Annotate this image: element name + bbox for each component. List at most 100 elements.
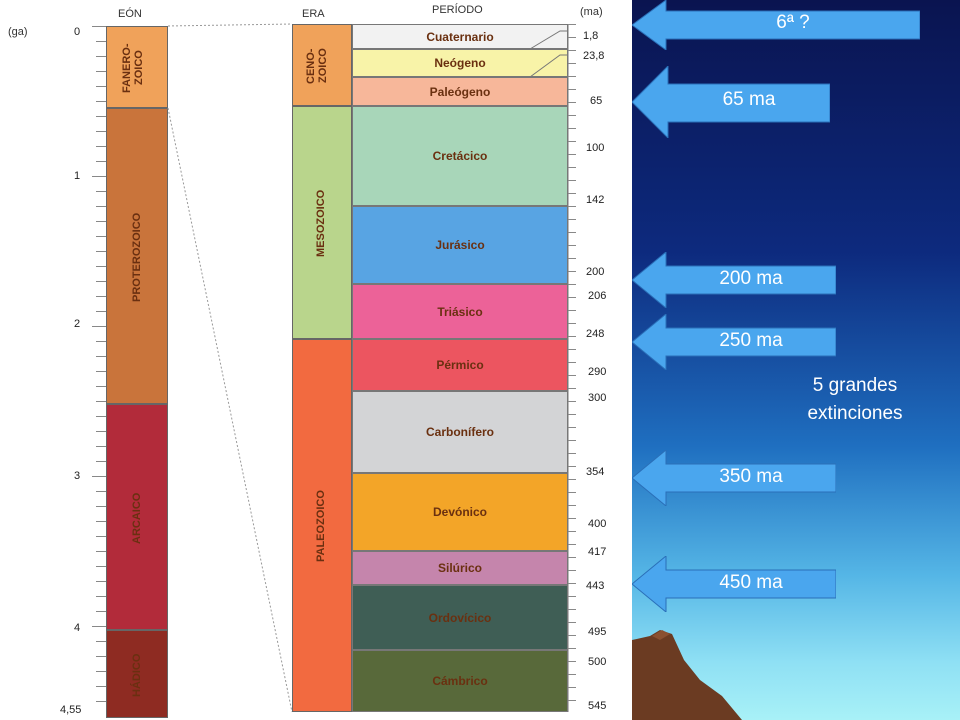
ma-tick	[568, 167, 576, 168]
ma-tick	[568, 245, 576, 246]
ga-tick	[92, 26, 106, 27]
ga-tick	[96, 701, 106, 702]
ga-tick	[96, 236, 106, 237]
ma-tick	[568, 622, 576, 623]
extinction-arrow: 450 ma	[631, 554, 837, 614]
era-mesozoico: MESOZOICO	[292, 106, 352, 339]
ma-tick	[568, 570, 576, 571]
ma-tick-label: 417	[588, 546, 607, 558]
period-silurico: Silúrico	[352, 551, 568, 585]
ma-tick	[568, 349, 576, 350]
ga-tick	[96, 446, 106, 447]
ma-tick-label: 500	[588, 656, 607, 668]
extinction-arrow: 350 ma	[631, 448, 837, 508]
extinction-label: 65 ma	[722, 89, 776, 110]
ma-tick	[568, 427, 576, 428]
ma-tick-label: 495	[588, 626, 607, 638]
eon-hadico: HÁDICO	[106, 630, 168, 718]
ga-tick	[96, 386, 106, 387]
ga-tick	[92, 476, 106, 477]
ma-tick	[568, 37, 576, 38]
ga-tick	[96, 371, 106, 372]
ma-tick	[568, 206, 576, 207]
ma-tick-label: 142	[586, 194, 605, 206]
ga-tick	[96, 311, 106, 312]
ga-tick	[96, 671, 106, 672]
ga-tick	[96, 641, 106, 642]
ga-tick	[92, 626, 106, 627]
ma-tick	[568, 154, 576, 155]
ga-tick	[96, 611, 106, 612]
ga-tick-label: 3	[74, 470, 81, 482]
period-triasico: Triásico	[352, 284, 568, 339]
period-neogeno: Neógeno	[352, 49, 568, 77]
ma-tick	[568, 687, 576, 688]
period-cambrico: Cámbrico	[352, 650, 568, 712]
ma-tick	[568, 284, 576, 285]
ma-tick-label: 200	[586, 266, 605, 278]
ma-tick-label: 400	[588, 518, 607, 530]
ma-tick	[568, 323, 576, 324]
ma-tick	[568, 375, 576, 376]
ga-tick-label: 4,55	[60, 704, 82, 716]
ga-tick	[92, 326, 106, 327]
ga-tick	[96, 296, 106, 297]
ma-tick	[568, 193, 576, 194]
cenozoic-connectors	[529, 24, 569, 712]
era-paleozoico: PALEOZOICO	[292, 339, 352, 712]
ma-tick	[568, 388, 576, 389]
zoom-connector-lines	[167, 23, 293, 713]
ma-tick	[568, 557, 576, 558]
ga-tick	[96, 401, 106, 402]
ga-tick	[96, 101, 106, 102]
ma-tick	[568, 661, 576, 662]
period-cuaternario: Cuaternario	[352, 24, 568, 49]
period-paleogeno: Paleógeno	[352, 77, 568, 106]
ma-tick	[568, 453, 576, 454]
extinction-arrow: 250 ma	[631, 312, 837, 372]
ma-tick	[568, 518, 576, 519]
ga-tick-label: 1	[74, 170, 81, 182]
ma-tick	[568, 63, 576, 64]
ga-tick	[96, 341, 106, 342]
extinction-label: 250 ma	[719, 330, 783, 351]
ga-tick	[96, 251, 106, 252]
ga-tick	[96, 191, 106, 192]
ma-tick-label: 206	[588, 290, 607, 302]
period-ordovicico: Ordovícico	[352, 585, 568, 650]
ma-tick	[568, 232, 576, 233]
ga-tick	[96, 536, 106, 537]
period-devonico: Devónico	[352, 473, 568, 551]
ga-tick	[96, 551, 106, 552]
ga-tick	[96, 686, 106, 687]
eon-proterozoico: PROTEROZOICO	[106, 108, 168, 404]
eon-fanerozoico: FANERO- ZOICO	[106, 26, 168, 108]
ga-tick	[96, 71, 106, 72]
ga-tick	[96, 56, 106, 57]
ga-tick	[96, 461, 106, 462]
ga-tick	[96, 266, 106, 267]
ma-tick	[568, 89, 576, 90]
ga-tick	[96, 86, 106, 87]
ma-tick	[568, 505, 576, 506]
ga-tick	[96, 281, 106, 282]
ga-tick	[96, 41, 106, 42]
ga-tick	[96, 416, 106, 417]
ga-tick	[96, 506, 106, 507]
extinction-arrow: 200 ma	[631, 250, 837, 310]
ma-tick	[568, 531, 576, 532]
eon-arcaico: ARCAICO	[106, 404, 168, 630]
era-cenozoico: CENO- ZOICO	[292, 24, 352, 106]
ma-tick	[568, 674, 576, 675]
ga-tick	[96, 581, 106, 582]
ma-tick-label: 23,8	[583, 50, 605, 62]
extinction-label: 350 ma	[719, 466, 783, 487]
ma-tick	[568, 466, 576, 467]
period-header: PERÍODO	[432, 4, 483, 16]
period-permico: Pérmico	[352, 339, 568, 391]
ma-tick	[568, 141, 576, 142]
ma-tick-label: 290	[588, 366, 607, 378]
ga-tick	[96, 566, 106, 567]
extinction-arrow: 65 ma	[631, 64, 831, 140]
ma-tick	[568, 609, 576, 610]
